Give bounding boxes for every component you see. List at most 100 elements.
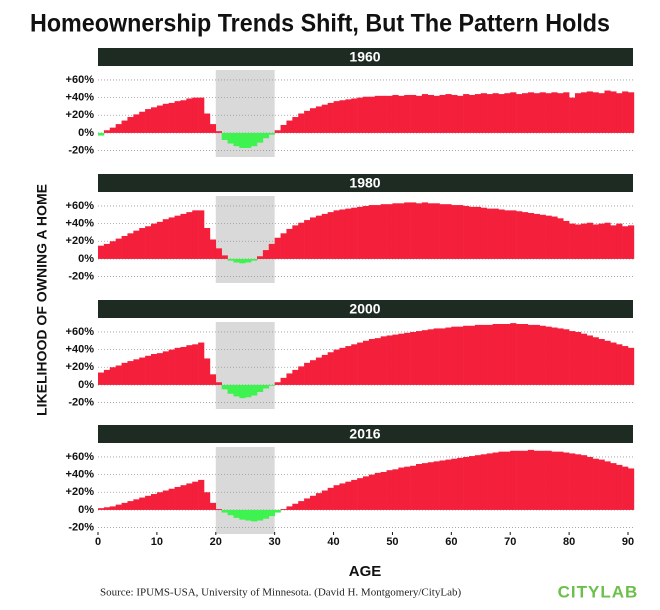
bar — [98, 245, 105, 259]
bar — [280, 233, 287, 259]
bar — [380, 95, 387, 133]
bar — [551, 92, 558, 133]
bar — [504, 324, 511, 385]
bar — [457, 205, 464, 259]
bar — [516, 324, 523, 385]
bar — [539, 214, 546, 259]
bar — [310, 495, 317, 510]
bar — [416, 95, 423, 133]
bar — [233, 132, 240, 147]
bar — [180, 346, 187, 385]
bar — [257, 132, 264, 143]
bar — [363, 476, 370, 510]
bar — [498, 209, 505, 259]
bar — [628, 225, 635, 259]
bar — [109, 241, 116, 259]
bar — [628, 92, 635, 133]
bar — [121, 120, 128, 133]
bar — [292, 369, 299, 385]
bar — [321, 490, 328, 510]
bar — [368, 96, 376, 133]
bar — [604, 90, 611, 133]
bar — [333, 210, 340, 259]
bar — [457, 326, 464, 385]
bar — [486, 324, 493, 385]
bar — [251, 258, 258, 261]
panel-title: 1960 — [349, 49, 380, 65]
bar — [215, 131, 222, 133]
bar — [186, 345, 193, 385]
bar — [339, 209, 346, 259]
bar — [321, 104, 328, 133]
y-axis-label: LIKELIHOOD OF OWNING A HOME — [34, 184, 50, 416]
bar — [545, 450, 552, 510]
bar — [133, 499, 140, 510]
bar — [551, 327, 558, 385]
y-tick-label: +60% — [66, 326, 95, 338]
bar — [533, 324, 540, 385]
bar — [498, 94, 505, 133]
bar — [575, 224, 582, 259]
bar — [457, 95, 464, 133]
bar — [386, 335, 393, 385]
bar — [357, 97, 364, 133]
bar — [610, 225, 617, 259]
bar — [280, 377, 287, 385]
bar — [575, 454, 582, 510]
bar — [421, 463, 429, 510]
bar — [404, 202, 411, 259]
bar — [527, 213, 535, 259]
bar — [563, 452, 570, 510]
bar — [98, 132, 105, 136]
bar — [539, 92, 546, 133]
bar — [180, 100, 187, 133]
bar — [486, 94, 493, 133]
bar — [592, 458, 599, 510]
bar — [557, 218, 564, 259]
bar — [457, 457, 464, 510]
bar — [168, 102, 175, 133]
x-tick-label: 10 — [151, 536, 163, 548]
y-tick-label: +40% — [66, 218, 95, 230]
bar — [563, 92, 570, 133]
bar — [410, 465, 417, 510]
bar — [557, 328, 564, 385]
bar — [315, 215, 323, 259]
logo: CITYLAB — [558, 582, 639, 601]
bar — [162, 103, 169, 133]
bar — [280, 509, 287, 510]
bar — [227, 258, 234, 261]
bar — [374, 472, 381, 510]
bar — [628, 347, 635, 385]
bar — [563, 220, 570, 259]
bar — [262, 384, 270, 389]
bar — [427, 94, 434, 133]
bar — [557, 93, 564, 133]
bar — [98, 372, 105, 385]
bar — [575, 331, 582, 385]
bar — [598, 93, 605, 133]
bar — [221, 509, 228, 513]
bar — [357, 478, 364, 510]
bar — [315, 493, 323, 510]
bar — [439, 94, 446, 133]
bar — [610, 91, 617, 133]
bar — [516, 94, 523, 133]
bar — [109, 127, 116, 133]
bar — [274, 509, 281, 513]
bar — [198, 479, 205, 510]
bar — [345, 99, 352, 133]
bar — [580, 333, 588, 385]
bar — [604, 340, 611, 385]
bar — [145, 226, 152, 259]
bar — [156, 353, 164, 385]
bar — [592, 92, 599, 133]
bar — [215, 248, 222, 259]
bar — [168, 488, 175, 510]
bar — [339, 347, 346, 385]
bar — [551, 216, 558, 259]
bar — [533, 450, 540, 510]
y-tick-label: +20% — [66, 361, 95, 373]
bar — [392, 94, 399, 133]
